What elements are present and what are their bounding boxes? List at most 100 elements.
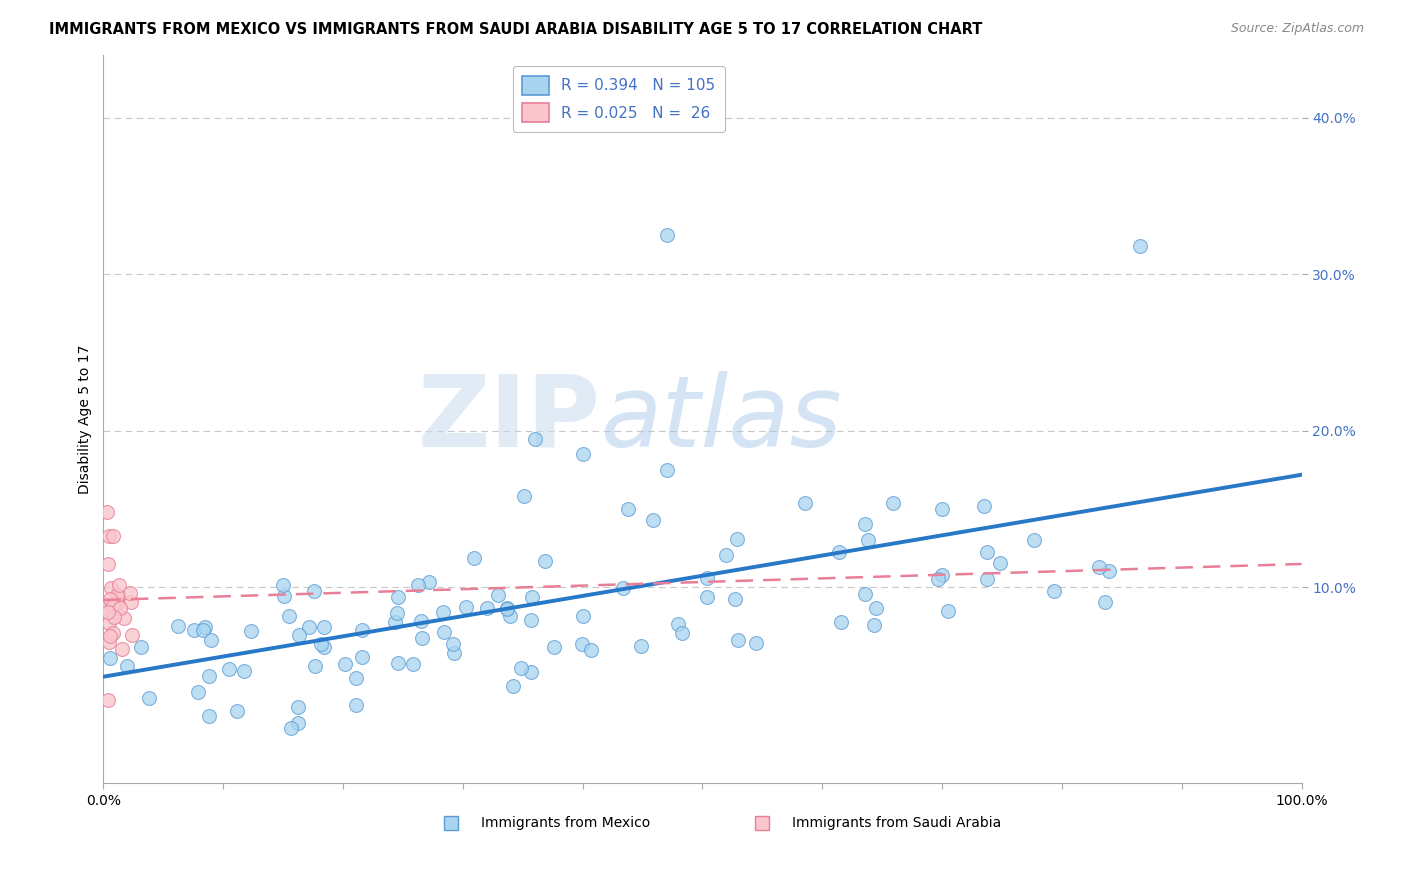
Point [520, 614, 543, 628]
Point [97, 693, 120, 707]
Legend: R = 0.394   N = 105, R = 0.025   N =  26: R = 0.394 N = 105, R = 0.025 N = 26 [513, 66, 724, 132]
Point [314, 640, 336, 654]
Point [239, 624, 262, 639]
Point [498, 609, 520, 624]
Point [486, 588, 509, 602]
Point [543, 640, 565, 654]
Text: ZIP: ZIP [418, 371, 600, 467]
Point [744, 636, 766, 650]
Point [475, 601, 498, 615]
Point [865, 601, 887, 615]
Point [280, 722, 302, 736]
Point [198, 669, 221, 683]
Point [271, 578, 294, 592]
Point [103, 610, 125, 624]
Point [101, 626, 124, 640]
Point [273, 589, 295, 603]
Point [183, 623, 205, 637]
Text: Immigrants from Saudi Arabia: Immigrants from Saudi Arabia [793, 816, 1001, 830]
Point [107, 590, 129, 604]
Point [724, 591, 747, 606]
Point [519, 665, 541, 679]
Point [927, 572, 949, 586]
Point [931, 567, 953, 582]
Point [117, 658, 139, 673]
Point [105, 588, 128, 602]
Point [1094, 595, 1116, 609]
Point [387, 591, 409, 605]
Point [1022, 533, 1045, 547]
Point [520, 591, 543, 605]
Point [232, 665, 254, 679]
Point [98, 591, 121, 606]
Point [187, 685, 209, 699]
Point [118, 586, 141, 600]
Point [93, 601, 115, 615]
Point [630, 639, 652, 653]
Point [853, 587, 876, 601]
Point [402, 657, 425, 671]
Point [97, 557, 120, 571]
Point [727, 632, 749, 647]
Point [882, 496, 904, 510]
Point [716, 549, 738, 563]
Point [97, 605, 120, 619]
Point [496, 601, 519, 615]
Point [100, 582, 122, 596]
Point [418, 575, 440, 590]
Point [200, 633, 222, 648]
Point [523, 432, 546, 446]
Point [655, 228, 678, 243]
Point [97, 615, 120, 630]
Point [312, 620, 335, 634]
Point [387, 656, 409, 670]
Point [976, 572, 998, 586]
Point [411, 631, 433, 645]
Point [167, 619, 190, 633]
Point [671, 625, 693, 640]
Point [98, 629, 121, 643]
Point [725, 532, 748, 546]
Point [93, 598, 115, 612]
Point [1098, 564, 1121, 578]
Point [111, 641, 134, 656]
Point [863, 617, 886, 632]
Point [226, 704, 249, 718]
Point [218, 662, 240, 676]
Point [108, 578, 131, 592]
Point [350, 623, 373, 637]
Point [456, 600, 478, 615]
Text: IMMIGRANTS FROM MEXICO VS IMMIGRANTS FROM SAUDI ARABIA DISABILITY AGE 5 TO 17 CO: IMMIGRANTS FROM MEXICO VS IMMIGRANTS FRO… [49, 22, 983, 37]
Point [696, 590, 718, 604]
Point [297, 620, 319, 634]
Point [1129, 239, 1152, 253]
Point [344, 671, 367, 685]
Point [1088, 559, 1111, 574]
Point [97, 635, 120, 649]
Point [534, 554, 557, 568]
Point [309, 637, 332, 651]
Point [856, 533, 879, 548]
Point [194, 620, 217, 634]
Point [433, 625, 456, 640]
Point [612, 581, 634, 595]
Point [655, 463, 678, 477]
Point [572, 608, 595, 623]
Point [666, 617, 689, 632]
Point [571, 637, 593, 651]
Point [510, 661, 533, 675]
Point [443, 646, 465, 660]
Point [828, 545, 851, 559]
Point [120, 595, 142, 609]
Point [304, 659, 326, 673]
Point [287, 715, 309, 730]
Y-axis label: Disability Age 5 to 17: Disability Age 5 to 17 [79, 344, 93, 494]
Point [98, 651, 121, 665]
Point [579, 643, 602, 657]
Point [463, 551, 485, 566]
Point [406, 578, 429, 592]
Point [138, 691, 160, 706]
Point [931, 502, 953, 516]
Point [495, 602, 517, 616]
Text: atlas: atlas [600, 371, 842, 467]
